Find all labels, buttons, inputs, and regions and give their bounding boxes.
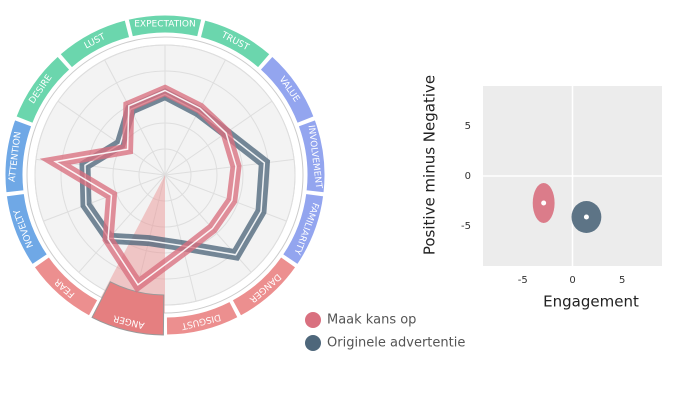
legend-swatch — [305, 312, 321, 328]
y-tick-label: 5 — [465, 121, 471, 132]
ring-segment — [231, 256, 297, 317]
legend-swatch — [305, 335, 321, 351]
spoke — [78, 174, 166, 273]
x-axis-label: Engagement — [543, 293, 639, 311]
point — [583, 214, 589, 220]
x-tick-label: 0 — [569, 275, 575, 286]
y-tick-label: 0 — [465, 171, 471, 182]
x-tick-label: -5 — [518, 275, 528, 286]
spoke — [43, 174, 166, 222]
spoke — [57, 100, 166, 176]
ring-segment — [259, 55, 315, 124]
spoke — [164, 100, 273, 176]
x-tick-label: 5 — [619, 275, 625, 286]
ring-segment — [59, 19, 131, 69]
ring-segment — [15, 55, 71, 124]
spoke — [164, 174, 197, 302]
ring-segment — [4, 119, 33, 194]
ring-segment — [281, 192, 325, 266]
y-tick-label: -5 — [461, 221, 471, 232]
radar-line — [53, 89, 237, 286]
ring-segment — [127, 14, 203, 38]
spoke — [104, 59, 166, 176]
ring-segment — [91, 281, 165, 336]
legend-label: Originele advertentie — [327, 336, 465, 351]
ring-segment — [297, 119, 326, 194]
ring-segment — [5, 192, 49, 266]
ring-segment — [199, 19, 271, 69]
ring-segment — [33, 256, 99, 317]
spoke — [164, 59, 226, 176]
spoke — [164, 158, 295, 176]
ring-segment — [165, 300, 239, 336]
legend-label: Maak kans op — [327, 313, 416, 328]
ring-border — [26, 36, 304, 314]
point — [541, 200, 547, 206]
y-axis-label: Positive minus Negative — [421, 75, 439, 255]
category-label: EXPECTATION — [134, 20, 195, 30]
spoke — [164, 174, 287, 222]
